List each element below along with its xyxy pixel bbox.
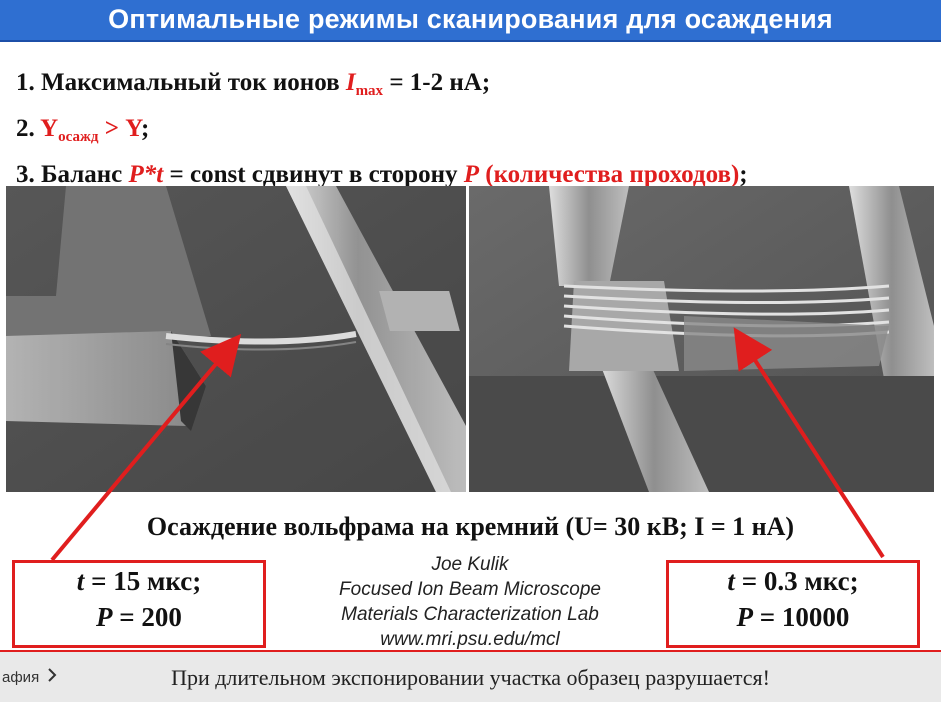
sem-photos (6, 186, 934, 492)
credit-author: Joe Kulik (431, 554, 509, 575)
rule-3-expr: P*t (128, 161, 164, 188)
left-t-value: = 15 мкс; (84, 566, 202, 596)
right-p: P = 10000 (669, 599, 917, 635)
left-t: t = 15 мкс; (15, 563, 263, 599)
rules-list: 1. Максимальный ток ионов Imax = 1-2 нА;… (16, 64, 926, 193)
rule-1-suffix: = 1-2 нА; (383, 69, 491, 96)
right-p-value: = 10000 (753, 602, 850, 632)
rule-2-gt: > Y (98, 115, 141, 142)
rule-3: 3. Баланс P*t = const сдвинут в сторону … (16, 156, 926, 193)
rule-2-sub: осажд (58, 129, 99, 145)
subtitle-text: При длительном экспонировании участка об… (171, 665, 770, 690)
chapter-tab[interactable]: афия (0, 660, 63, 694)
rule-2-suffix: ; (140, 115, 150, 142)
rule-1: 1. Максимальный ток ионов Imax = 1-2 нА; (16, 64, 926, 110)
rule-3-suffix: ; (739, 161, 748, 188)
rule-3-paren: (количества проходов) (479, 161, 740, 188)
sem-image-left (6, 186, 466, 492)
rule-3-prefix: 3. Баланс (16, 161, 129, 188)
credit-url: www.mri.psu.edu/mcl (380, 629, 560, 650)
rule-1-var: I (345, 69, 356, 96)
left-p-value: = 200 (112, 602, 182, 632)
right-t-value: = 0.3 мкс; (734, 566, 859, 596)
rule-3-p: P (463, 161, 480, 188)
credit-lab: Focused Ion Beam Microscope (339, 579, 601, 600)
left-t-label: t (76, 566, 85, 596)
sem-image-right (469, 186, 934, 492)
slide-title-bar: Оптимальные режимы сканирования для осаж… (0, 0, 941, 42)
param-box-right: t = 0.3 мкс; P = 10000 (666, 560, 920, 648)
slide-title: Оптимальные режимы сканирования для осаж… (108, 4, 833, 34)
rule-2: 2. Yосажд > Y; (16, 110, 926, 156)
chapter-label: афия (2, 668, 40, 686)
video-subtitle-bar: афия При длительном экспонировании участ… (0, 650, 941, 702)
chevron-right-icon (47, 668, 57, 686)
credit-dept: Materials Characterization Lab (341, 604, 599, 625)
right-p-label: P (736, 602, 754, 632)
caption: Осаждение вольфрама на кремний (U= 30 кВ… (146, 512, 795, 541)
rule-1-text: 1. Максимальный ток ионов (16, 69, 346, 96)
rule-1-sub: max (355, 83, 384, 99)
right-t-label: t (727, 566, 735, 596)
rule-3-mid: = const сдвинут в сторону (163, 161, 464, 188)
left-p-label: P (96, 602, 113, 632)
left-p: P = 200 (15, 599, 263, 635)
right-t: t = 0.3 мкс; (669, 563, 917, 599)
rule-2-y: Y (40, 115, 59, 142)
rule-2-prefix: 2. (16, 115, 41, 142)
credit: Joe Kulik Focused Ion Beam Microscope Ma… (300, 552, 640, 652)
param-box-left: t = 15 мкс; P = 200 (12, 560, 266, 648)
